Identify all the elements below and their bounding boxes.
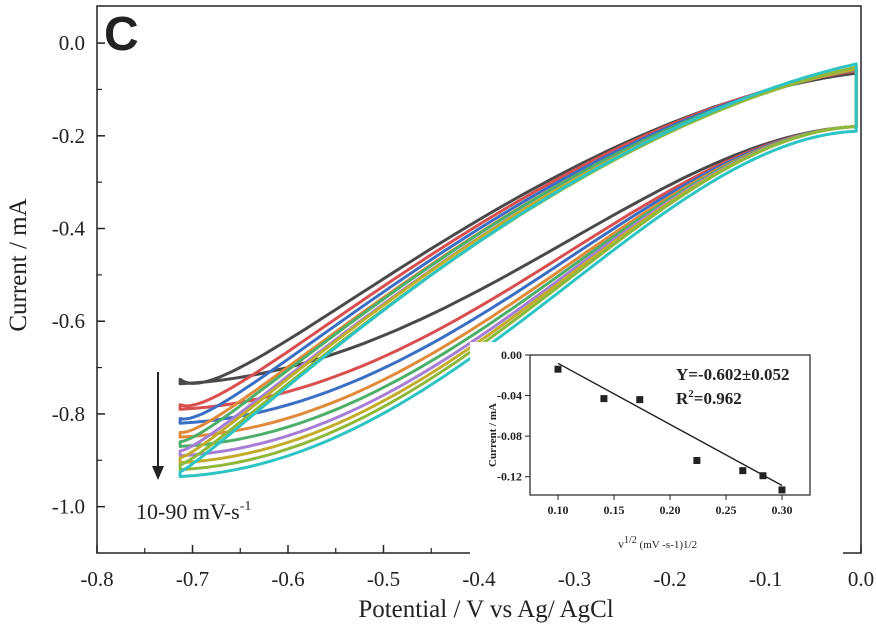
- inset-x-tick-label: 0.25: [716, 503, 737, 517]
- inset-x-label-v: v: [618, 537, 624, 551]
- y-tick-label: -0.4: [52, 217, 86, 241]
- y-tick-label: -0.2: [52, 124, 85, 148]
- x-tick-label: -0.5: [367, 567, 400, 591]
- fit-line: [557, 362, 783, 487]
- inset-x-tick-label: 0.10: [548, 503, 569, 517]
- inset-y-tick-label: -0.04: [497, 389, 522, 403]
- inset-data-point: [554, 365, 562, 373]
- inset-y-tick-label: 0.00: [501, 348, 522, 362]
- inset-x-label-units: (mV -s-1)1/2: [637, 539, 697, 551]
- x-tick-label: -0.3: [558, 567, 591, 591]
- r2-value: =0.962: [694, 389, 742, 408]
- inset-x-axis-label: v1/2 (mV -s-1)1/2: [618, 535, 697, 551]
- y-axis-label: Current / mA: [5, 198, 32, 331]
- fit-equation: Y=-0.602±0.052: [676, 365, 789, 384]
- cv-curve-9: [178, 62, 858, 478]
- scan-rate-arrowhead: [152, 466, 164, 480]
- x-tick-label: 0.0: [848, 567, 874, 591]
- inset-y-axis-label: Current / mA: [487, 403, 499, 467]
- scan-rate-sup: -1: [240, 499, 252, 514]
- x-tick-label: -0.7: [176, 567, 209, 591]
- inset-x-tick-label: 0.30: [772, 503, 793, 517]
- scan-rate-annotation: 10-90 mV-s-1: [136, 372, 251, 524]
- inset-axes: 0.10 0.15 0.20 0.25 0.30 0.00 -0.04 -0.08 -0.12: [497, 348, 811, 517]
- y-tick-label: -1.0: [52, 495, 85, 519]
- y-tick-label: 0.0: [59, 31, 85, 55]
- inset-data-point: [778, 486, 786, 494]
- inset-chart: 0.10 0.15 0.20 0.25 0.300.00-0.04-0.08-0.12 …: [470, 342, 843, 555]
- inset-y-tick-label: -0.12: [497, 470, 522, 484]
- panel-label: C: [104, 8, 139, 61]
- inset-data-point: [693, 457, 701, 465]
- x-tick-label: -0.8: [80, 567, 113, 591]
- inset-points: [554, 365, 786, 494]
- r2-sup: 2: [688, 388, 694, 400]
- fit-r-squared: R2=0.962: [676, 388, 742, 408]
- inset-background: [470, 342, 843, 555]
- scan-rate-label: 10-90 mV-s-1: [136, 499, 251, 524]
- inset-data-point: [759, 472, 767, 480]
- y-tick-label: -0.8: [52, 402, 85, 426]
- cv-curves: [178, 62, 858, 478]
- x-tick-label: -0.1: [749, 567, 782, 591]
- main-axes: -0.8 -0.7 -0.6 -0.5 -0.4 -0.3 -0.2 -0.1 0.0 0.0 -0…: [52, 31, 874, 591]
- x-tick-label: -0.6: [271, 567, 304, 591]
- r2-label: R: [676, 389, 689, 408]
- scan-rate-text: 10-90 mV-s: [136, 499, 240, 524]
- x-tick-label: -0.4: [462, 567, 496, 591]
- inset-x-tick-label: 0.15: [604, 503, 625, 517]
- inset-data-point: [739, 467, 747, 475]
- inset-y-tick-label: -0.08: [497, 429, 522, 443]
- x-axis-label: Potential / V vs Ag/ AgCl: [358, 596, 613, 623]
- x-tick-label: -0.2: [653, 567, 686, 591]
- inset-data-point: [600, 395, 608, 403]
- inset-data-point: [636, 396, 644, 404]
- cv-curve-1: [178, 71, 858, 386]
- inset-x-tick-label: 0.20: [660, 503, 681, 517]
- inset-x-label-sup: 1/2: [624, 535, 637, 546]
- inset-fit-line: [557, 362, 783, 487]
- y-tick-label: -0.6: [52, 309, 85, 333]
